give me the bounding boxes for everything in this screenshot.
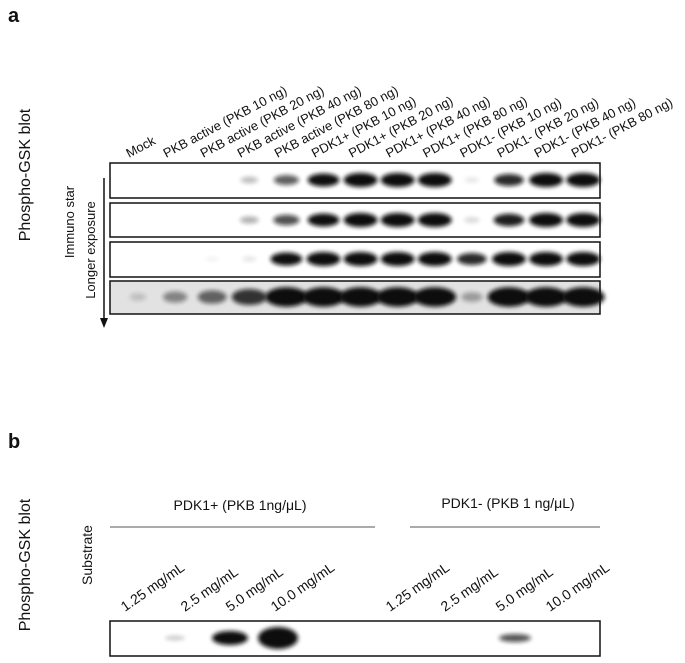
band <box>566 213 601 227</box>
band <box>343 173 378 187</box>
band <box>197 290 227 304</box>
band <box>380 252 415 266</box>
band <box>162 291 188 303</box>
band <box>343 252 378 266</box>
band <box>380 213 415 227</box>
band <box>165 636 185 640</box>
band <box>240 176 259 184</box>
band <box>339 287 382 307</box>
bands <box>129 173 605 649</box>
y-label: Phospho-GSK blot <box>17 108 34 241</box>
band <box>302 287 345 307</box>
band <box>464 217 480 223</box>
band <box>461 292 483 302</box>
row-label: Substrate <box>79 525 95 585</box>
band <box>307 213 340 227</box>
exposure-label: Longer exposure <box>83 201 98 299</box>
arrow-head <box>100 318 108 328</box>
band <box>494 174 524 186</box>
band <box>380 173 415 187</box>
band <box>464 177 479 183</box>
group-label: PDK1+ (PKB 1ng/μL) <box>174 497 307 513</box>
band <box>376 287 420 307</box>
band <box>413 287 457 307</box>
panel-label: a <box>8 5 20 27</box>
band <box>212 631 248 645</box>
band <box>240 216 259 224</box>
band <box>561 287 605 307</box>
lane-label: Mock <box>123 133 158 161</box>
band <box>493 213 525 227</box>
band <box>417 213 452 227</box>
band <box>205 256 219 262</box>
band <box>529 252 564 266</box>
band <box>487 287 531 307</box>
band <box>529 173 564 187</box>
band <box>566 252 601 266</box>
band <box>529 213 564 227</box>
y-label: Phospho-GSK blot <box>17 498 34 631</box>
lane-label: 10.0 mg/mL <box>543 559 613 615</box>
band <box>231 288 267 306</box>
panel-label: b <box>8 431 20 453</box>
band <box>499 634 531 642</box>
band <box>273 214 300 226</box>
band <box>270 252 303 266</box>
band <box>343 213 378 227</box>
lane-label: 1.25 mg/mL <box>118 559 188 615</box>
band <box>417 252 452 266</box>
band <box>457 253 487 265</box>
band <box>129 293 147 301</box>
band <box>524 287 568 307</box>
band <box>306 252 341 266</box>
band <box>307 173 340 187</box>
band <box>566 173 601 187</box>
band <box>492 252 526 266</box>
band <box>417 173 452 187</box>
band <box>242 256 257 262</box>
band <box>273 175 299 185</box>
band <box>258 627 298 649</box>
group-label: PDK1- (PKB 1 ng/μL) <box>441 495 574 511</box>
band <box>265 287 308 307</box>
exposure-label: Immuno star <box>62 185 77 258</box>
